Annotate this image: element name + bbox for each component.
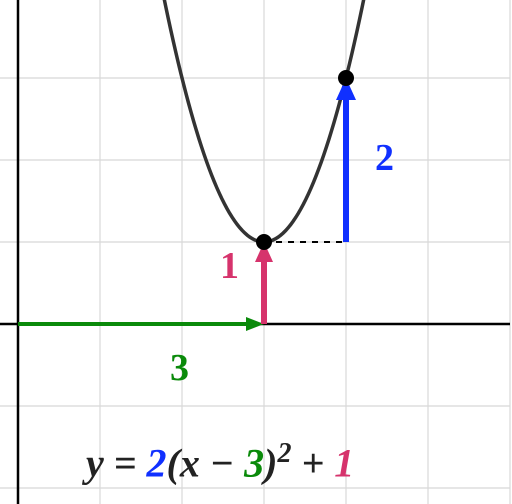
eq-h: 3 — [244, 440, 264, 485]
eq-pl: + — [291, 440, 334, 485]
h-shift-arrow-label: 3 — [170, 347, 189, 389]
eq-rp: ) — [264, 440, 277, 485]
parabola-plot: 3 1 2 — [0, 0, 512, 504]
equation: y = 2(x − 3)2 + 1 — [86, 438, 354, 486]
marked-point-1 — [338, 70, 354, 86]
k-shift-arrow-label: 1 — [220, 245, 239, 287]
eq-exp: 2 — [277, 438, 291, 469]
chart-container: 312 y = 2(x − 3)2 + 1 — [0, 0, 512, 504]
eq-lp: (x − — [167, 440, 245, 485]
eq-y: y = — [86, 440, 147, 485]
eq-a: 2 — [147, 440, 167, 485]
a-stretch-arrow-label: 2 — [375, 137, 394, 179]
marked-point-0 — [256, 234, 272, 250]
eq-k: 1 — [334, 440, 354, 485]
